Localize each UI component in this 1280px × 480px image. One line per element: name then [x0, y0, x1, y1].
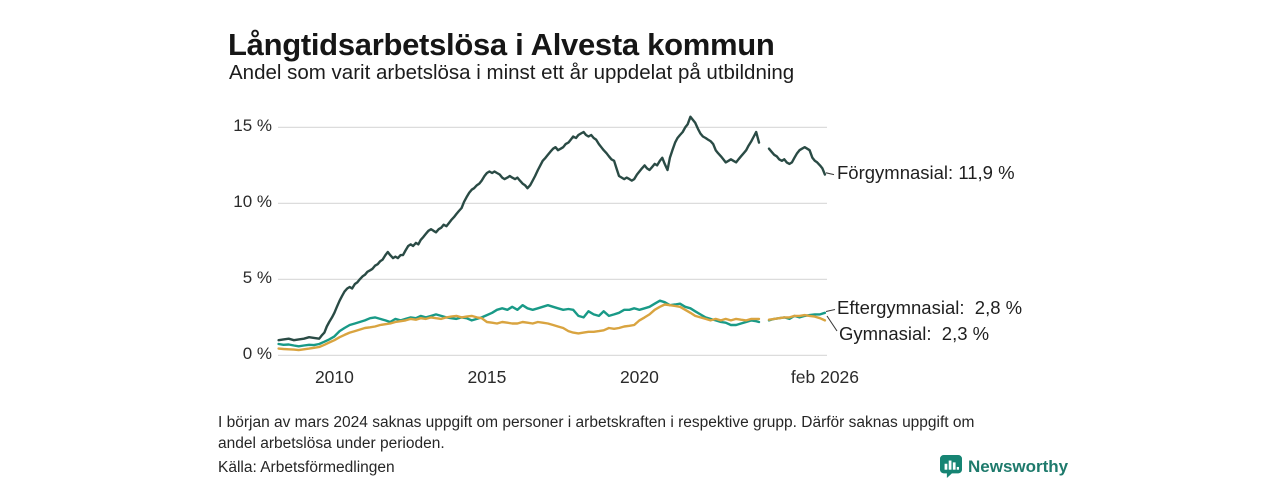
series-label-forgymnasial: Förgymnasial: 11,9 % — [837, 162, 1015, 183]
source-label: Källa: Arbetsförmedlingen — [218, 459, 395, 476]
y-axis-tick-5: 5 % — [242, 268, 272, 288]
footnote: I början av mars 2024 saknas uppgift om … — [218, 412, 1068, 454]
newsworthy-logo: Newsworthy — [940, 455, 1068, 478]
y-axis-tick-15: 15 % — [233, 116, 272, 136]
y-axis-tick-10: 10 % — [233, 192, 272, 212]
y-axis-tick-0: 0 % — [242, 344, 272, 364]
x-axis-tick-2015: 2015 — [467, 367, 507, 387]
line-chart — [277, 115, 838, 356]
newsworthy-icon — [940, 455, 962, 478]
x-axis-tick-2020: 2020 — [619, 367, 659, 387]
chart-subtitle: Andel som varit arbetslösa i minst ett å… — [229, 61, 795, 84]
footnote-line-2: andel arbetslösa under perioden. — [218, 435, 445, 452]
page-title: Långtidsarbetslösa i Alvesta kommun — [228, 26, 775, 62]
series-label-gymnasial: Gymnasial: 2,3 % — [839, 323, 990, 344]
footnote-line-1: I början av mars 2024 saknas uppgift om … — [218, 414, 975, 431]
x-axis-tick-2010: 2010 — [314, 367, 354, 387]
series-label-eftergymnasial: Eftergymnasial: 2,8 % — [837, 297, 1023, 318]
newsworthy-wordmark: Newsworthy — [968, 456, 1069, 476]
x-axis-tick-feb-2026: feb 2026 — [790, 367, 860, 387]
